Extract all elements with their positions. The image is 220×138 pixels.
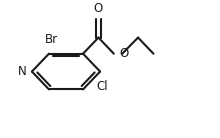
Text: O: O [119,47,129,60]
Text: Cl: Cl [97,79,108,92]
Text: N: N [18,65,26,78]
Text: Br: Br [45,33,58,46]
Text: O: O [94,2,103,15]
